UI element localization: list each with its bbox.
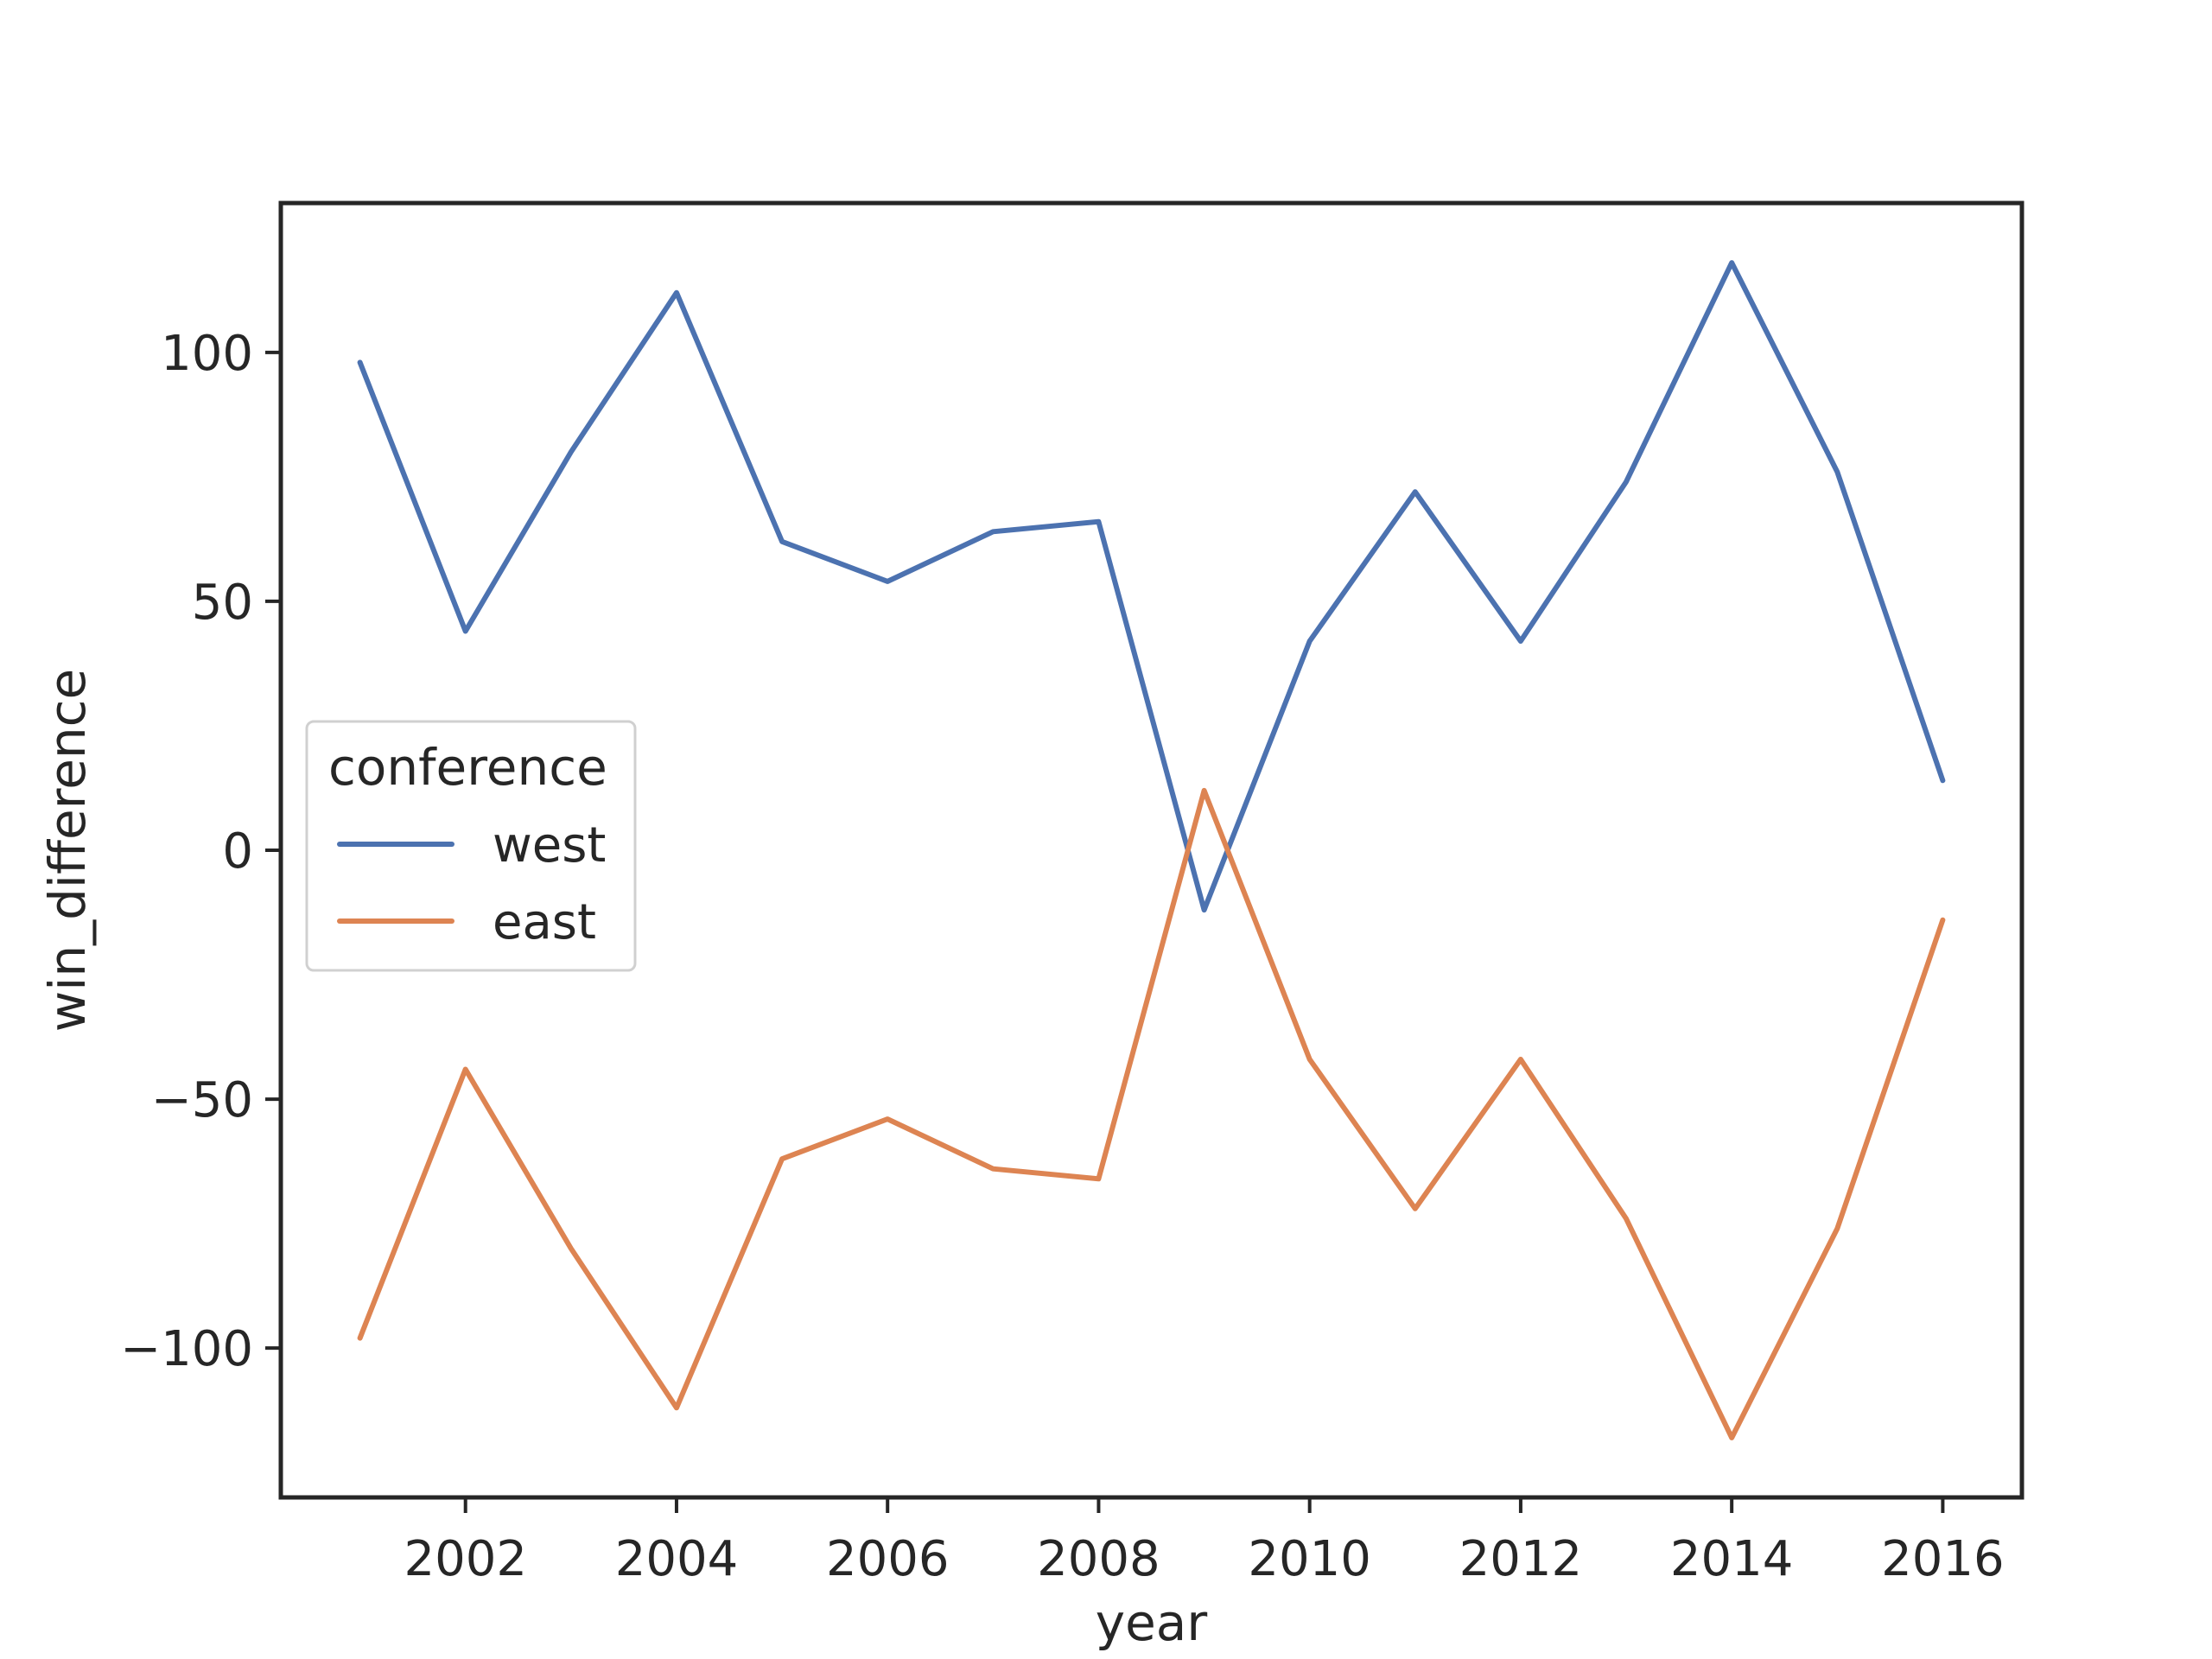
x-tick-label: 2012 bbox=[1459, 1531, 1583, 1587]
legend-title: conference bbox=[328, 738, 607, 797]
legend-label-east: east bbox=[493, 894, 596, 950]
y-tick-label: 0 bbox=[222, 823, 253, 880]
series-line-east bbox=[357, 787, 1946, 1440]
legend-box bbox=[305, 720, 637, 972]
x-tick-label: 2014 bbox=[1670, 1531, 1794, 1587]
x-tick-label: 2010 bbox=[1248, 1531, 1371, 1587]
series-lines bbox=[357, 260, 1946, 1440]
x-tick-label: 2006 bbox=[826, 1531, 950, 1587]
x-tick-label: 2002 bbox=[404, 1531, 527, 1587]
y-tick-label: 100 bbox=[161, 326, 253, 382]
x-axis: 2002 2004 2006 2008 2010 2012 2014 2016 bbox=[404, 1497, 2005, 1587]
y-tick-label: −100 bbox=[120, 1321, 253, 1377]
y-tick-label: 50 bbox=[192, 575, 253, 631]
legend-items: west east bbox=[337, 817, 606, 950]
legend: conference west east bbox=[305, 720, 637, 972]
y-tick-label: −50 bbox=[151, 1072, 253, 1128]
x-tick-label: 2016 bbox=[1881, 1531, 2005, 1587]
x-axis-label: year bbox=[1096, 1593, 1208, 1652]
legend-label-west: west bbox=[493, 817, 606, 874]
x-tick-label: 2004 bbox=[615, 1531, 739, 1587]
y-axis: −100 −50 0 50 100 bbox=[120, 326, 281, 1377]
y-axis-label: win_difference bbox=[38, 669, 97, 1032]
x-tick-label: 2008 bbox=[1037, 1531, 1160, 1587]
series-line-west bbox=[357, 260, 1946, 913]
